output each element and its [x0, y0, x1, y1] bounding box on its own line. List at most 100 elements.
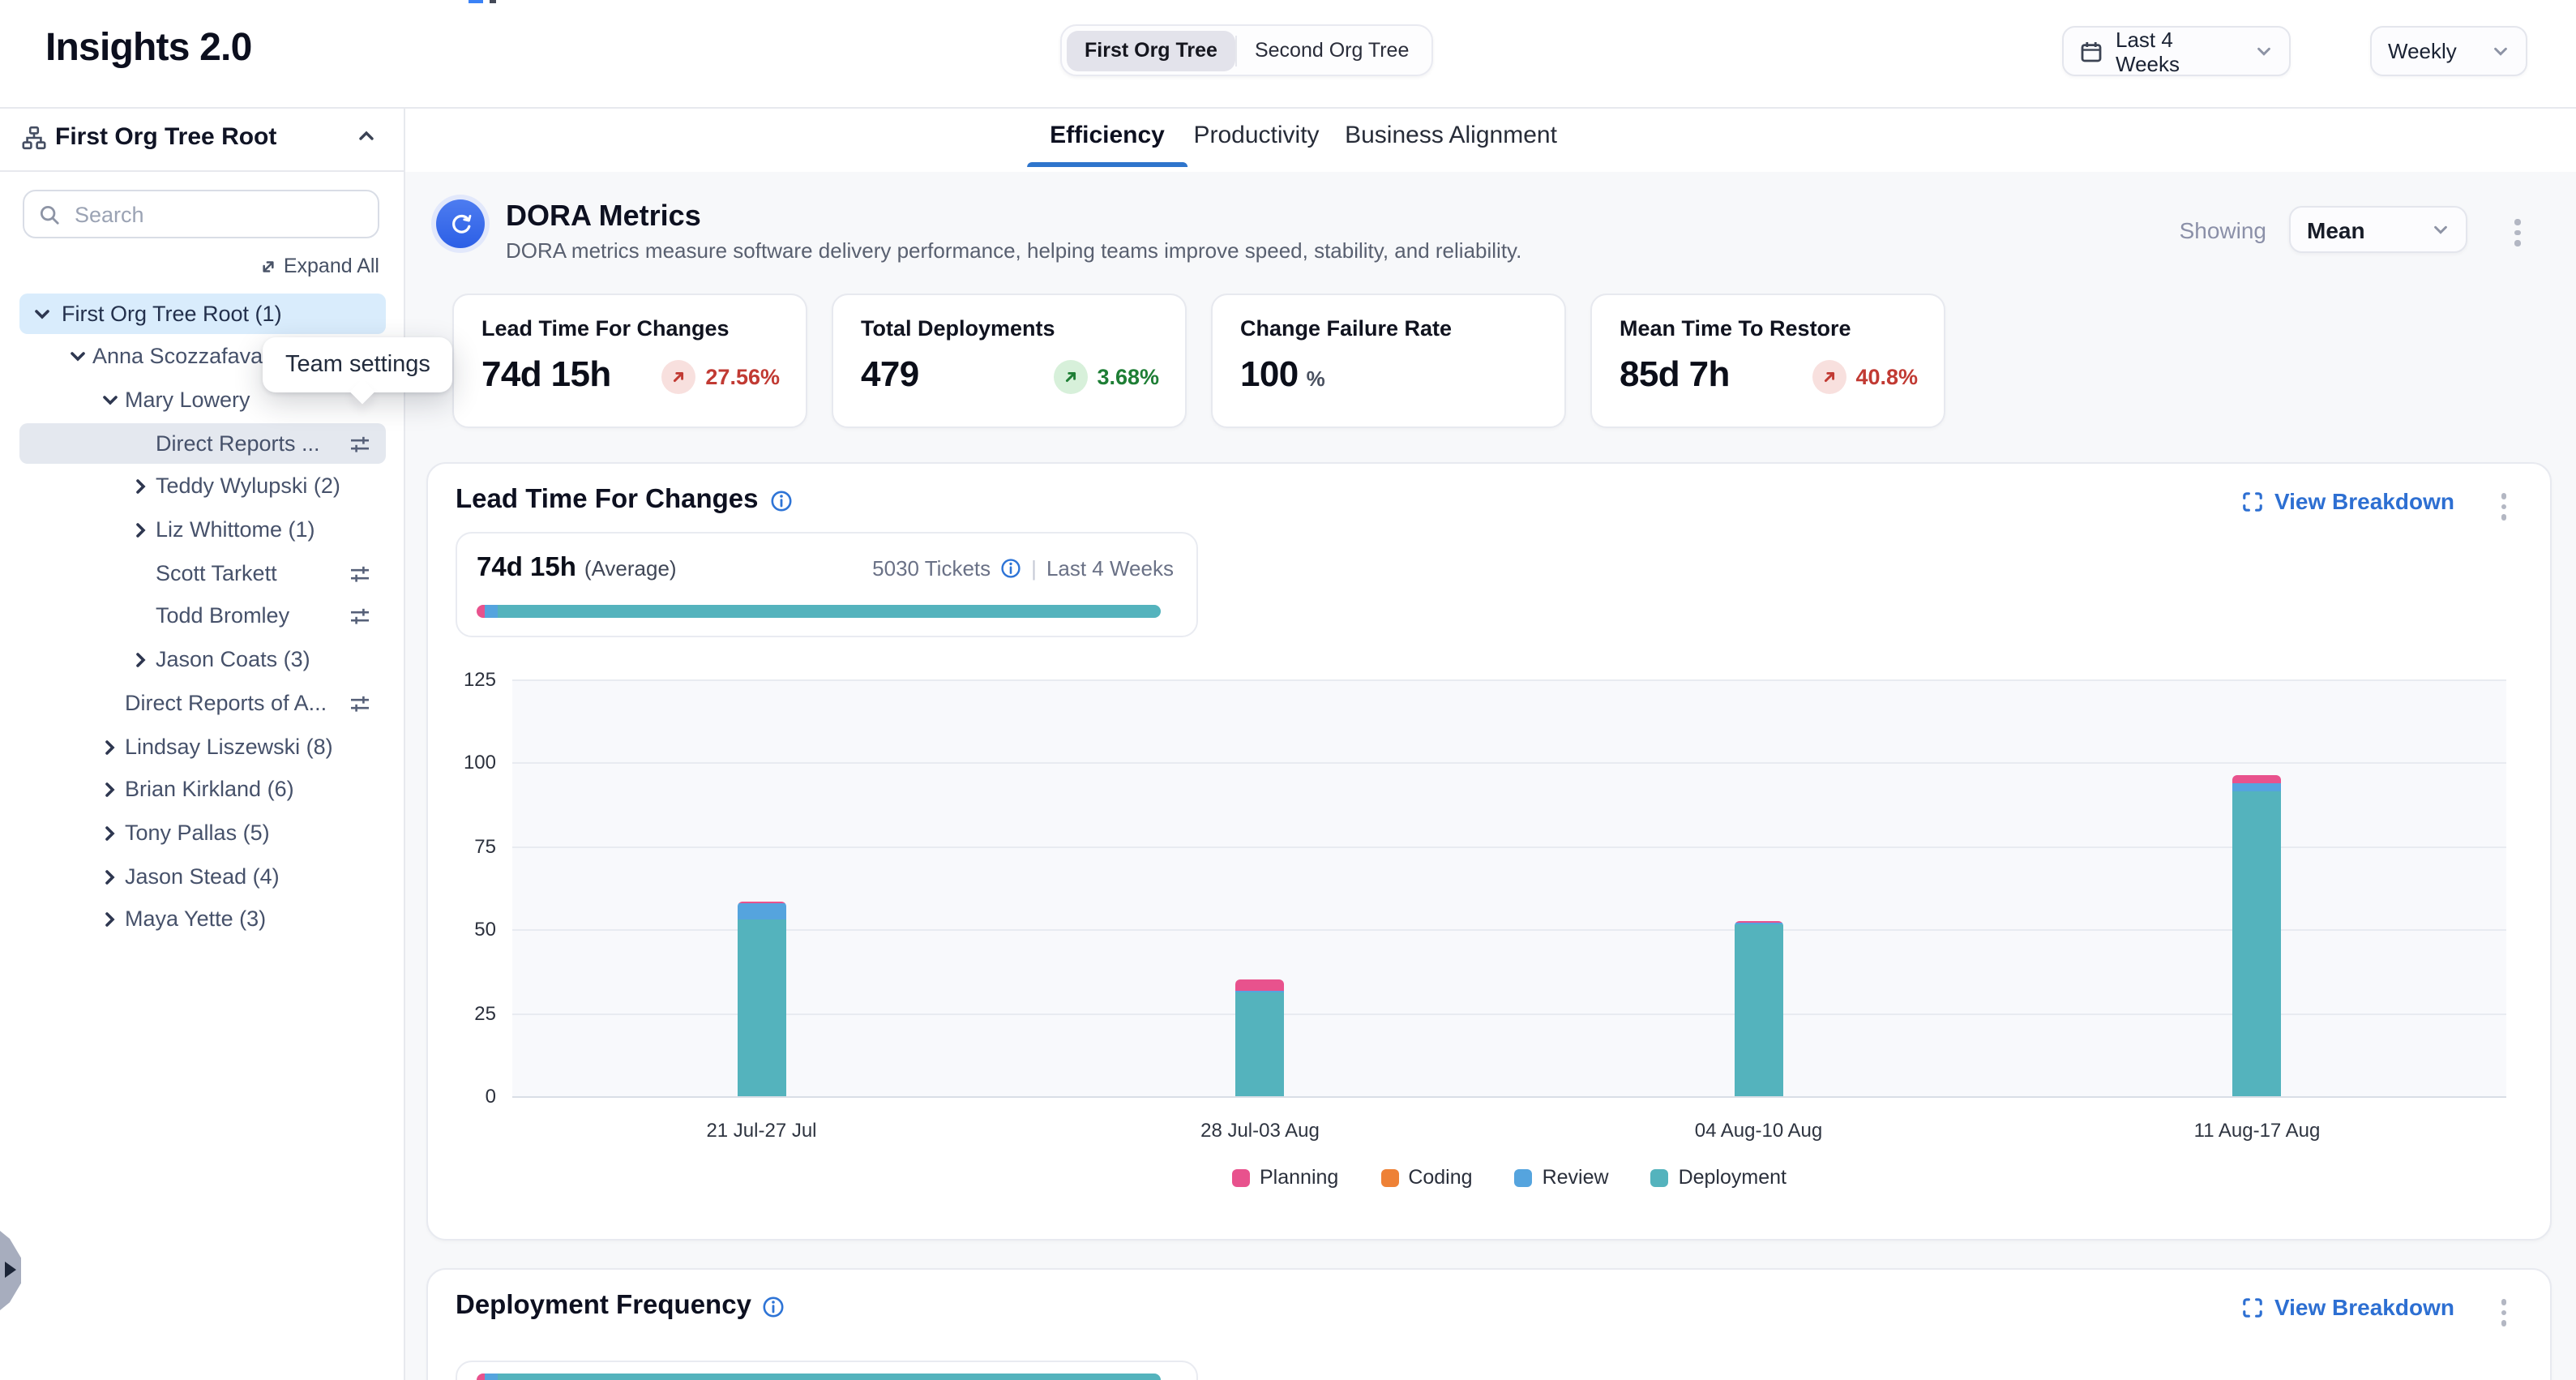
org-toggle-option-first-org-tree[interactable]: First Org Tree: [1067, 30, 1235, 71]
legend-item-planning[interactable]: Planning: [1232, 1166, 1338, 1189]
metric-title: Change Failure Rate: [1240, 316, 1453, 341]
expand-all-button[interactable]: Expand All: [0, 255, 379, 277]
date-range-select[interactable]: Last 4 Weeks: [2062, 26, 2291, 76]
page-title: Insights 2.0: [45, 26, 252, 70]
tree-item-liz-whittome-1[interactable]: Liz Whittome (1): [19, 509, 386, 550]
info-icon[interactable]: [1000, 558, 1021, 579]
team-settings-sliders-icon[interactable]: [349, 692, 371, 715]
tree-item-anna-scozzafava[interactable]: Anna Scozzafava: [19, 336, 386, 376]
search-input[interactable]: [71, 200, 365, 228]
sidebar-header-divider: [0, 170, 405, 172]
search-icon: [39, 204, 60, 225]
team-settings-tooltip: Team settings: [263, 337, 453, 405]
legend-label: Coding: [1408, 1166, 1473, 1189]
chevron-down-icon[interactable]: [101, 391, 120, 410]
tree-item-scott-tarkett[interactable]: Scott Tarkett: [19, 552, 386, 593]
trend-up-arrow-icon: [1812, 360, 1846, 394]
tree-item-mary-lowery[interactable]: Mary Lowery: [19, 379, 386, 420]
tree-item-jason-coats-3[interactable]: Jason Coats (3): [19, 639, 386, 679]
tab-productivity[interactable]: Productivity: [1193, 122, 1320, 149]
breakdown-expand-icon: [2242, 491, 2263, 512]
date-range-value: Last 4 Weeks: [2116, 27, 2180, 75]
chevron-right-icon[interactable]: [101, 824, 120, 843]
tree-item-label: First Org Tree Root (1): [62, 301, 282, 325]
showing-select[interactable]: Mean: [2289, 206, 2467, 253]
showing-value: Mean: [2307, 216, 2365, 242]
bar-segment-deployment: [737, 919, 786, 1096]
sidebar-collapse-chevron-up-icon[interactable]: [357, 126, 376, 146]
lead-time-kebab-menu[interactable]: [2496, 488, 2511, 525]
legend-item-deployment[interactable]: Deployment: [1650, 1166, 1787, 1189]
metric-value: 74d 15h: [481, 354, 611, 394]
gridline: [512, 929, 2506, 932]
lead-time-view-breakdown[interactable]: View Breakdown: [2242, 488, 2454, 514]
team-settings-sliders-icon[interactable]: [349, 432, 371, 455]
tree-item-label: Anna Scozzafava: [92, 344, 263, 369]
x-axis-tick-label: 11 Aug-17 Aug: [2193, 1119, 2321, 1142]
tree-item-teddy-wylupski-2[interactable]: Teddy Wylupski (2): [19, 466, 386, 507]
tree-item-todd-bromley[interactable]: Todd Bromley: [19, 596, 386, 636]
tree-item-direct-reports[interactable]: Direct Reports ...: [19, 422, 386, 464]
trend-up-arrow-icon: [661, 360, 696, 394]
tree-item-direct-reports-of-a[interactable]: Direct Reports of A...: [19, 683, 386, 723]
tree-item-label: Liz Whittome (1): [156, 517, 315, 542]
dora-kebab-menu[interactable]: [2510, 214, 2525, 251]
legend-label: Deployment: [1678, 1166, 1787, 1189]
bar-28-jul-03-aug[interactable]: [1235, 979, 1285, 1096]
summary-bar-segment-deployment: [497, 605, 1161, 618]
lead-time-chart-plot: [512, 679, 2506, 1098]
chevron-right-icon[interactable]: [101, 737, 120, 756]
team-settings-sliders-icon[interactable]: [349, 562, 371, 585]
gridline: [512, 679, 2506, 681]
chevron-down-icon[interactable]: [68, 347, 88, 366]
deployment-frequency-title: Deployment Frequency: [456, 1291, 751, 1320]
team-settings-sliders-icon[interactable]: [349, 606, 371, 628]
bar-segment-planning: [1734, 920, 1783, 923]
clipped-top-artifact: [490, 0, 496, 3]
bar-segment-planning: [1235, 979, 1285, 992]
metric-card-mean-time-to-restore: Mean Time To Restore 85d 7h 40.8%: [1590, 294, 1945, 428]
org-toggle-option-second-org-tree[interactable]: Second Org Tree: [1254, 39, 1410, 62]
chevron-right-icon[interactable]: [101, 780, 120, 799]
tab-business-alignment[interactable]: Business Alignment: [1345, 122, 1557, 149]
play-triangle-icon: [5, 1262, 16, 1278]
metric-card-change-failure-rate: Change Failure Rate 100%: [1211, 294, 1566, 428]
lead-time-summary-bar: [477, 605, 1161, 618]
tab-efficiency[interactable]: Efficiency: [1027, 122, 1187, 167]
chevron-right-icon[interactable]: [131, 521, 151, 540]
chevron-right-icon[interactable]: [101, 911, 120, 930]
deployment-frequency-view-breakdown[interactable]: View Breakdown: [2242, 1294, 2454, 1320]
bar-segment-deployment: [1235, 992, 1285, 1096]
chevron-right-icon[interactable]: [101, 867, 120, 886]
info-icon[interactable]: [770, 489, 793, 512]
toggle-divider: [1235, 35, 1237, 66]
bar-11-aug-17-aug[interactable]: [2232, 775, 2282, 1096]
info-icon[interactable]: [763, 1295, 785, 1318]
summary-bar-segment-review: [484, 605, 498, 618]
tree-item-brian-kirkland-6[interactable]: Brian Kirkland (6): [19, 769, 386, 809]
metric-delta: 40.8%: [1855, 365, 1918, 389]
bar-04-aug-10-aug[interactable]: [1734, 920, 1783, 1096]
tree-item-maya-yette-3[interactable]: Maya Yette (3): [19, 899, 386, 940]
chevron-right-icon[interactable]: [131, 478, 151, 497]
average-suffix: (Average): [584, 556, 677, 581]
x-axis-tick-label: 04 Aug-10 Aug: [1694, 1119, 1823, 1142]
summary-bar-segment-planning: [477, 1374, 485, 1380]
chevron-down-icon[interactable]: [32, 304, 52, 324]
tree-item-jason-stead-4[interactable]: Jason Stead (4): [19, 855, 386, 896]
metric-card-lead-time-for-changes: Lead Time For Changes 74d 15h 27.56%: [452, 294, 807, 428]
y-axis-tick-label: 0: [485, 1085, 496, 1108]
chevron-right-icon[interactable]: [131, 650, 151, 670]
tree-item-first-org-tree-root-1[interactable]: First Org Tree Root (1): [19, 293, 386, 333]
chevron-down-icon: [2432, 221, 2450, 238]
tree-item-label: Scott Tarkett: [156, 560, 277, 585]
tree-item-lindsay-liszewski-8[interactable]: Lindsay Liszewski (8): [19, 726, 386, 766]
trend-up-arrow-icon: [1053, 360, 1088, 394]
y-axis-tick-label: 125: [463, 668, 496, 691]
tree-item-tony-pallas-5[interactable]: Tony Pallas (5): [19, 812, 386, 853]
bar-21-jul-27-jul[interactable]: [737, 901, 786, 1096]
legend-item-coding[interactable]: Coding: [1380, 1166, 1473, 1189]
granularity-select[interactable]: Weekly: [2370, 26, 2527, 76]
legend-item-review[interactable]: Review: [1514, 1166, 1609, 1189]
deployment-frequency-kebab-menu[interactable]: [2496, 1294, 2511, 1331]
